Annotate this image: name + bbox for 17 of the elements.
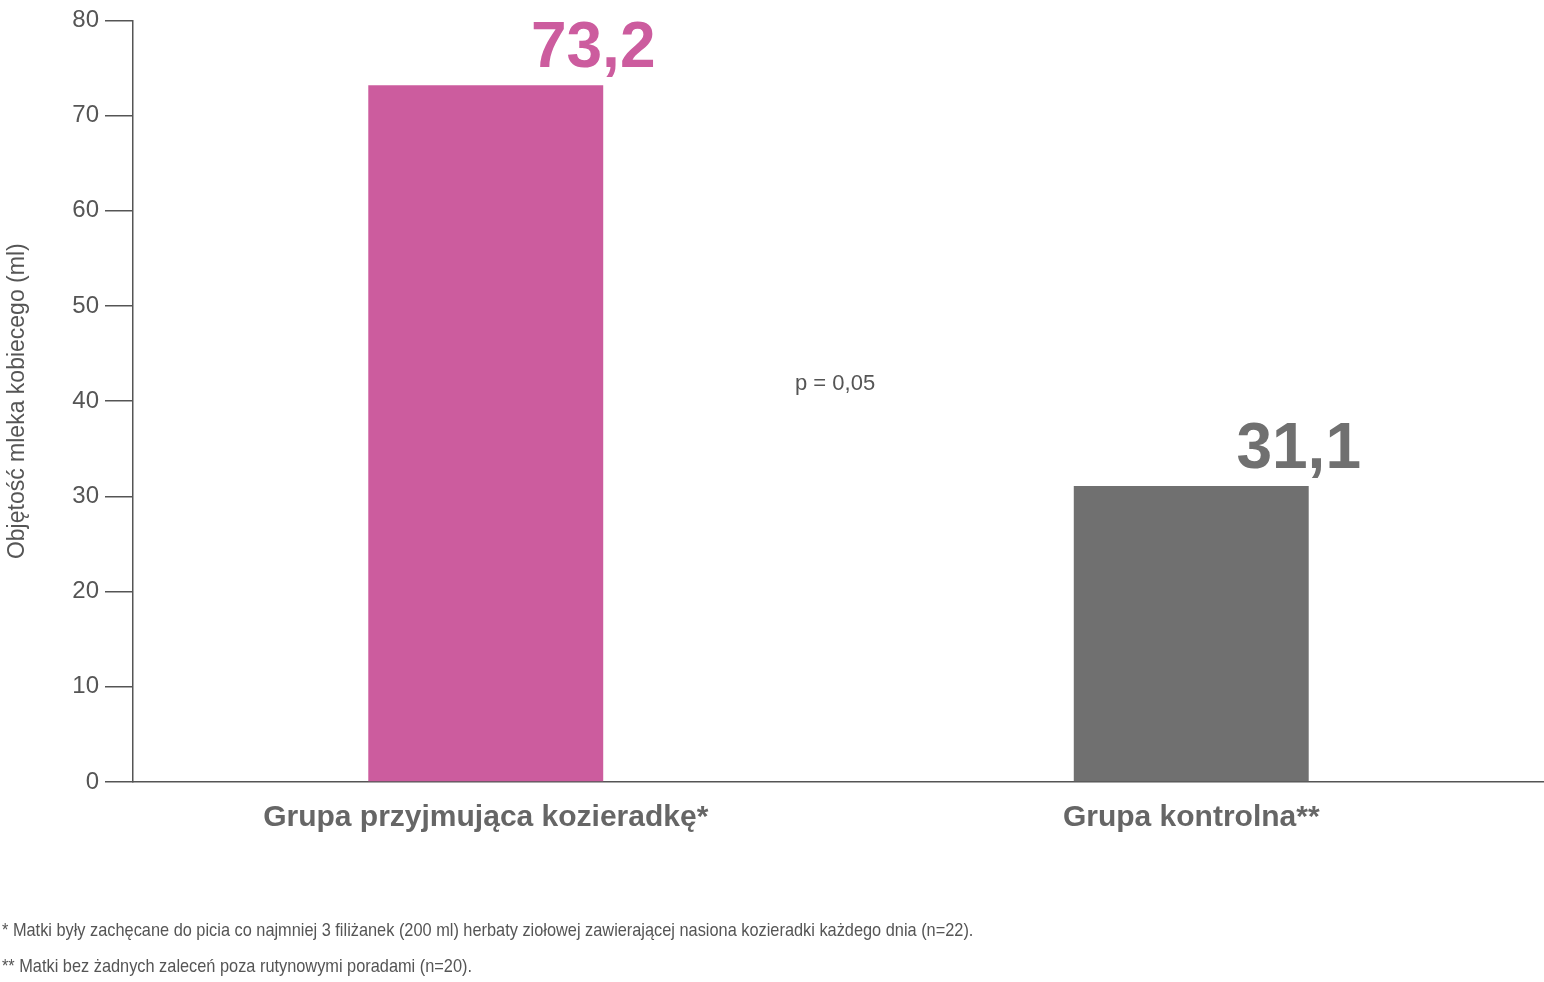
y-tick-label: 40 [72,385,99,413]
data-label: 31,1 [1236,409,1361,482]
y-tick-label: 70 [72,100,99,128]
y-tick-label: 0 [85,766,99,794]
y-axis-title: Objętość mleka kobiecego (ml) [3,243,30,560]
annotation: p = 0,05 [795,370,876,396]
y-tick-label: 80 [72,5,99,33]
text: ** Matki bez żadnych zaleceń poza rutynowymi poradami (n=20). [2,954,473,978]
y-tick-label: 10 [72,671,99,699]
y-tick-label: 60 [72,195,99,223]
x-tick-label: Grupa kontrolna** [1062,799,1320,833]
data-label: 73,2 [530,8,656,81]
y-tick-label: 20 [72,576,99,604]
x-tick-label: Grupa przyjmująca kozieradkę* [263,799,709,833]
y-tick-label: 50 [72,290,99,318]
text: * Matki były zachęcane do picia co najmniej 3 filiżanek (200 ml) herbaty ziołowej zawierającej nasiona kozieradki każdego dnia (n=22). [2,918,974,942]
y-tick-label: 30 [72,481,99,509]
